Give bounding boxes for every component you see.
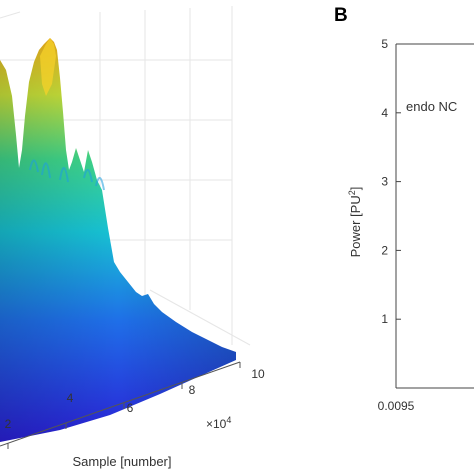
x-tick-label: 8 — [189, 383, 196, 397]
x-tick-label: 10 — [251, 367, 265, 381]
y-tick-labels: 1 2 3 4 5 — [381, 37, 388, 326]
y-axis-label: Power [PU2] — [347, 187, 363, 258]
surface-panel: 2 4 6 8 10 ×104 Sample [number] — [0, 6, 265, 469]
y-tick-label: 5 — [381, 37, 388, 51]
x-axis-label: Sample [number] — [73, 454, 172, 469]
surface-highlight — [40, 38, 56, 96]
panel-letter: B — [334, 5, 348, 26]
x-exponent-label: ×104 — [206, 415, 231, 431]
x-tick-label: 6 — [127, 401, 134, 415]
y-label-sup: 2 — [347, 190, 357, 195]
surface-ridges — [29, 159, 105, 191]
y-tick-label: 2 — [381, 243, 388, 257]
y-tick-label: 3 — [381, 175, 388, 189]
legend-entry: endo NC — [406, 99, 457, 114]
x-exponent-power: 4 — [226, 415, 231, 425]
x-ticks-marks — [7, 362, 241, 449]
x-axis-line — [0, 361, 241, 447]
y-tick-label: 4 — [381, 106, 388, 120]
y-label-suffix: ] — [348, 187, 363, 191]
x-tick-label: 0.0095 — [378, 399, 415, 413]
surface-shading — [0, 38, 236, 442]
y-tick-marks — [396, 43, 401, 320]
x-tick-label: 4 — [67, 391, 74, 405]
y-label-prefix: Power [PU — [348, 195, 363, 257]
y-tick-label: 1 — [381, 312, 388, 326]
x-exponent-base: ×10 — [206, 417, 227, 431]
x-tick-label: 2 — [5, 417, 12, 431]
